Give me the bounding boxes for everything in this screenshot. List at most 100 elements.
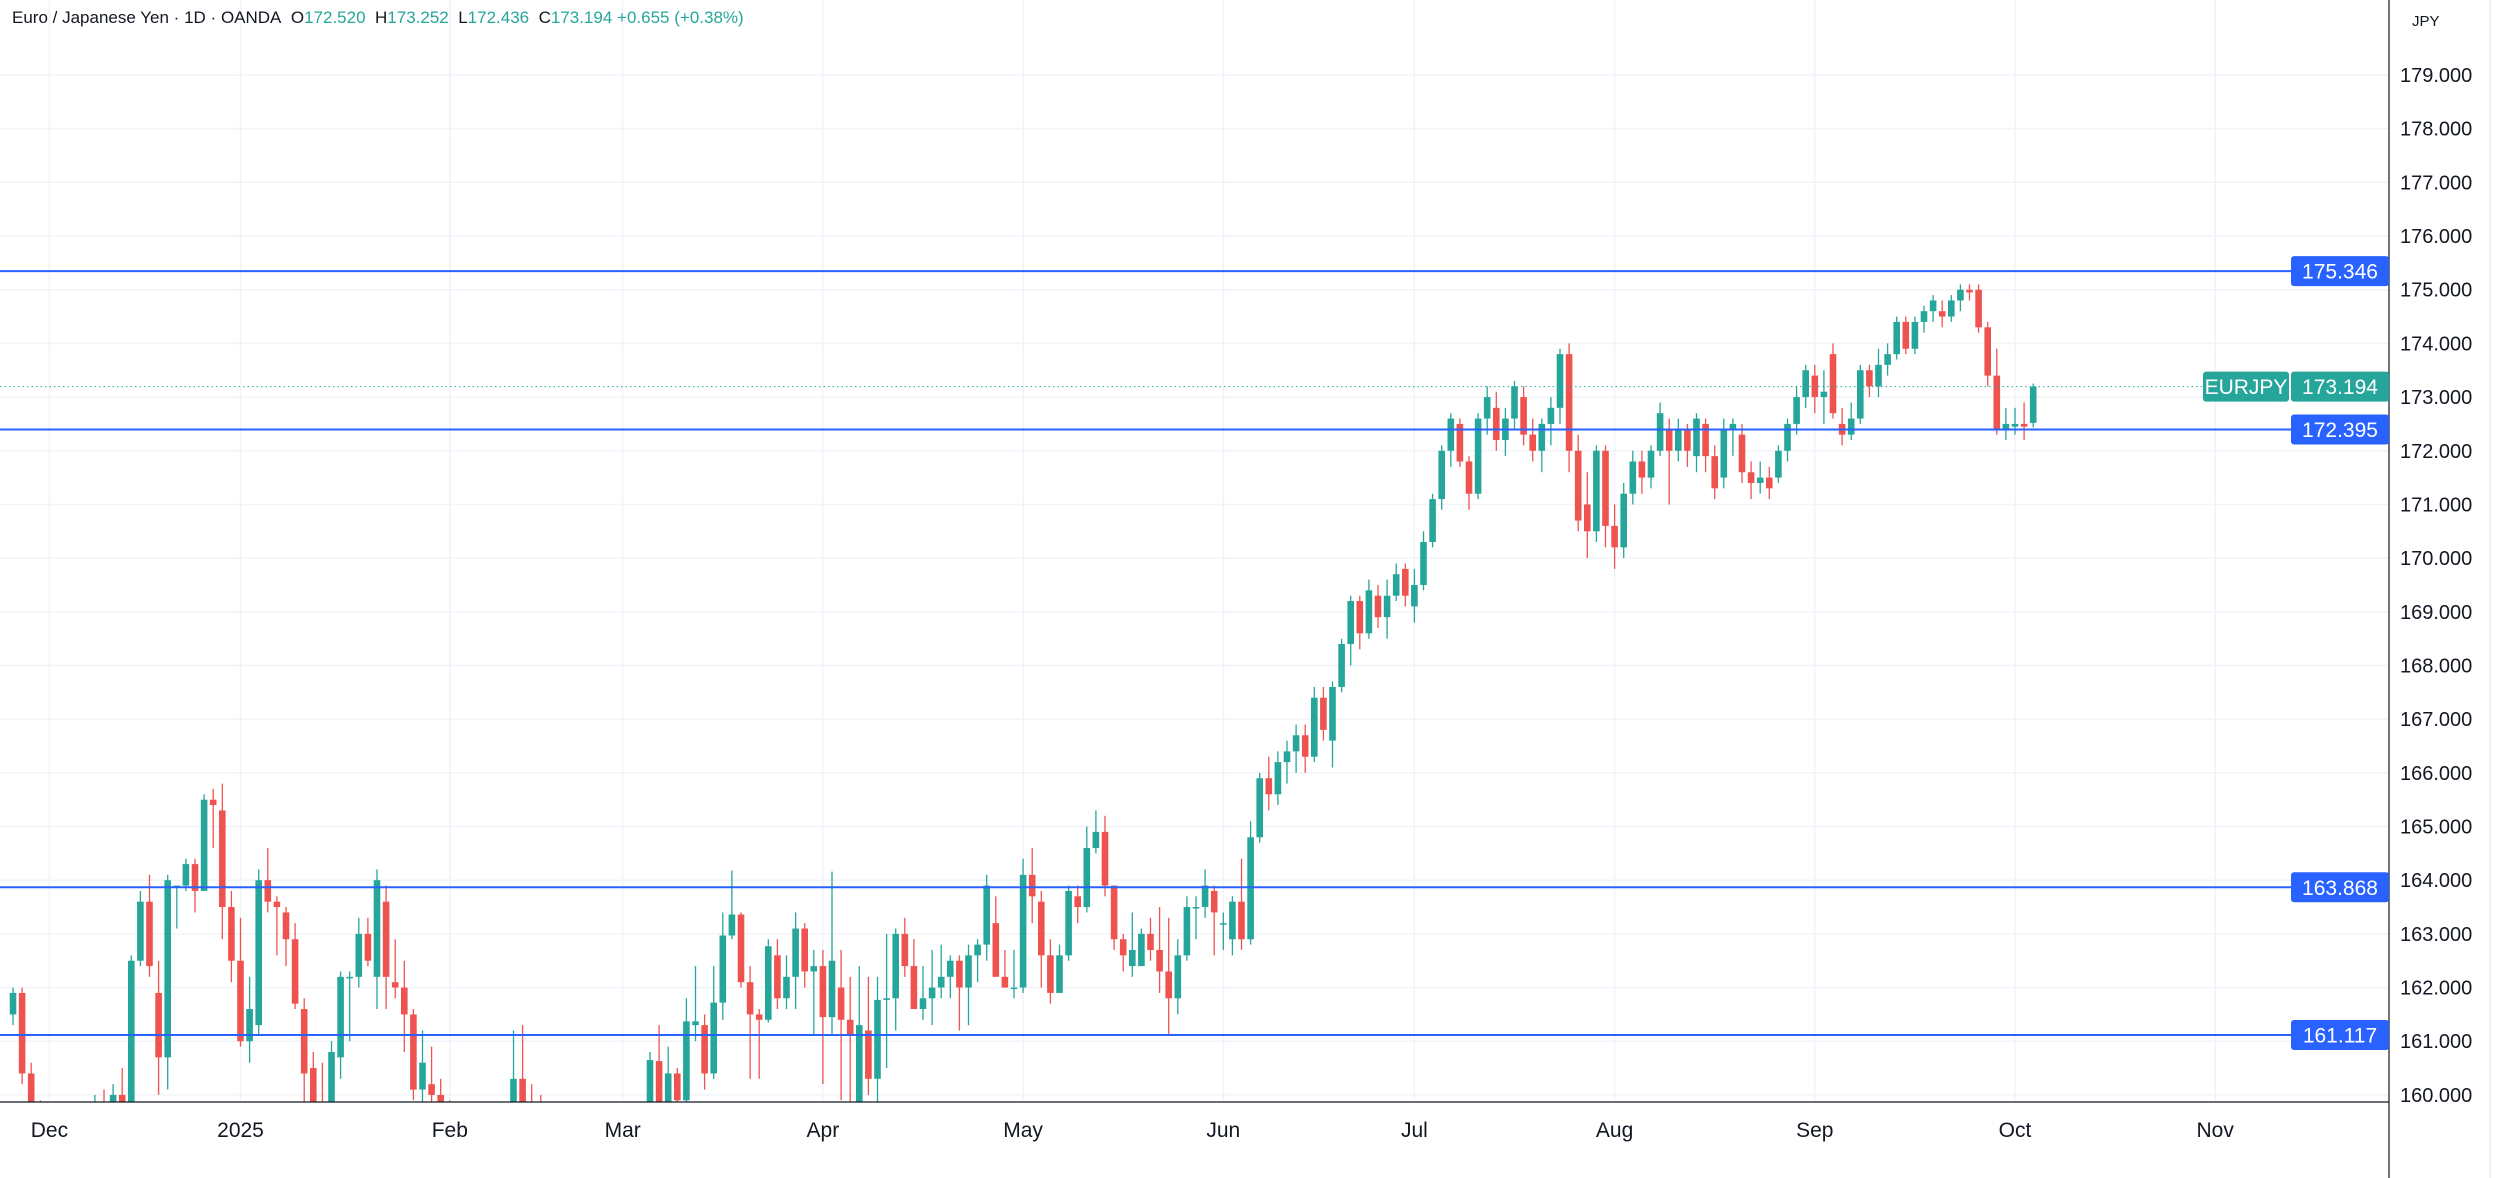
candle[interactable]	[1584, 472, 1591, 559]
candle[interactable]	[1256, 772, 1263, 843]
candle[interactable]	[1474, 413, 1482, 500]
candle[interactable]	[1356, 595, 1364, 650]
candle[interactable]	[1347, 595, 1354, 666]
candle[interactable]	[1893, 316, 1900, 360]
candle[interactable]	[1229, 896, 1236, 956]
candle[interactable]	[810, 949, 818, 1036]
candle[interactable]	[1665, 418, 1673, 505]
candle[interactable]	[910, 939, 918, 1010]
candle[interactable]	[128, 955, 135, 1102]
candle[interactable]	[947, 955, 954, 999]
candle[interactable]	[109, 1084, 117, 1102]
candle[interactable]	[1247, 821, 1254, 945]
candle[interactable]	[1911, 316, 1919, 355]
candle[interactable]	[1647, 445, 1655, 489]
candle[interactable]	[1365, 579, 1373, 639]
candle[interactable]	[901, 917, 909, 977]
candle[interactable]	[1065, 885, 1072, 961]
candle[interactable]	[1138, 928, 1145, 967]
candle[interactable]	[1711, 445, 1718, 500]
candle[interactable]	[1902, 316, 1910, 355]
candle[interactable]	[1538, 418, 1546, 473]
candle[interactable]	[1074, 885, 1081, 924]
candle[interactable]	[1274, 751, 1282, 806]
symbol-name[interactable]: Euro / Japanese Yen	[12, 8, 169, 27]
candle[interactable]	[1602, 445, 1609, 548]
price-axis[interactable]: 160.000 161.000 162.000 163.000 164.000 165.0…	[2400, 65, 2472, 1107]
candle[interactable]	[328, 1041, 335, 1102]
candle[interactable]	[282, 907, 290, 967]
candle[interactable]	[1966, 284, 1973, 301]
candle[interactable]	[919, 966, 927, 1020]
candle[interactable]	[1775, 445, 1782, 483]
candle[interactable]	[1747, 461, 1755, 500]
candle[interactable]	[774, 939, 781, 1010]
candle[interactable]	[874, 976, 881, 1102]
candle[interactable]	[1420, 531, 1427, 591]
candle[interactable]	[300, 998, 308, 1102]
candle[interactable]	[346, 971, 353, 1042]
candle[interactable]	[1383, 579, 1391, 639]
candle[interactable]	[1547, 397, 1555, 446]
candle[interactable]	[837, 949, 845, 1101]
candle[interactable]	[1265, 756, 1273, 811]
candle[interactable]	[255, 869, 262, 1036]
candle[interactable]	[765, 939, 772, 1023]
candle[interactable]	[200, 794, 208, 891]
candle[interactable]	[1938, 300, 1946, 328]
candle[interactable]	[1620, 482, 1627, 559]
candle[interactable]	[146, 874, 153, 977]
candle[interactable]	[1019, 858, 1027, 993]
candle[interactable]	[1456, 418, 1464, 467]
candle[interactable]	[1083, 826, 1091, 913]
candle[interactable]	[373, 869, 381, 1010]
candle[interactable]	[1829, 343, 1837, 419]
candle[interactable]	[1502, 407, 1509, 457]
candle[interactable]	[1210, 885, 1218, 956]
candle[interactable]	[1638, 450, 1646, 494]
candle[interactable]	[737, 912, 745, 988]
candle[interactable]	[9, 987, 17, 1026]
candle[interactable]	[1092, 810, 1100, 854]
candle[interactable]	[1756, 461, 1764, 494]
candle[interactable]	[1038, 890, 1045, 988]
candle[interactable]	[246, 976, 253, 1063]
candle[interactable]	[219, 783, 226, 940]
candle[interactable]	[1238, 858, 1245, 950]
candle[interactable]	[401, 960, 408, 1052]
candle[interactable]	[1838, 407, 1846, 446]
candle[interactable]	[382, 885, 390, 1010]
candle[interactable]	[1611, 504, 1618, 569]
candle[interactable]	[655, 1025, 663, 1102]
candle[interactable]	[2011, 407, 2019, 435]
candle[interactable]	[419, 1030, 426, 1102]
candle[interactable]	[182, 858, 190, 891]
candle[interactable]	[792, 912, 799, 1010]
candle[interactable]	[1766, 466, 1773, 500]
candle[interactable]	[1201, 869, 1209, 918]
candle[interactable]	[1311, 686, 1318, 763]
candle[interactable]	[1156, 907, 1163, 993]
candle[interactable]	[1101, 815, 1109, 897]
candle[interactable]	[1329, 681, 1336, 768]
candle[interactable]	[1565, 343, 1573, 473]
candle[interactable]	[237, 917, 244, 1047]
candle[interactable]	[1001, 949, 1009, 988]
candle[interactable]	[692, 966, 699, 1042]
plot-area[interactable]	[0, 270, 2389, 1102]
candle[interactable]	[974, 939, 981, 983]
candle[interactable]	[173, 885, 181, 929]
candle[interactable]	[273, 896, 281, 956]
candle[interactable]	[1338, 638, 1345, 693]
candle[interactable]	[291, 923, 299, 1010]
candle[interactable]	[1948, 295, 1955, 322]
candle[interactable]	[1529, 418, 1536, 462]
candle[interactable]	[728, 870, 736, 940]
candle[interactable]	[683, 998, 690, 1102]
candle[interactable]	[1374, 584, 1382, 628]
candle[interactable]	[883, 933, 890, 1069]
candle[interactable]	[1056, 944, 1063, 993]
candle[interactable]	[1784, 418, 1791, 462]
candle[interactable]	[310, 1051, 317, 1102]
candle[interactable]	[519, 1025, 526, 1102]
